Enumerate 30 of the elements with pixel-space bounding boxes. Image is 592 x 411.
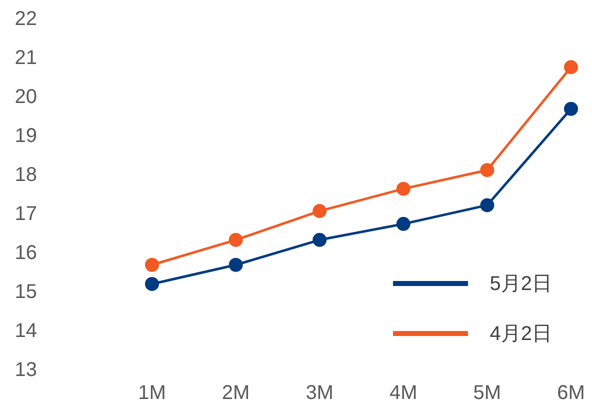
y-tick-label: 21 — [14, 47, 37, 70]
point — [396, 216, 410, 231]
y-tick-label: 20 — [14, 86, 37, 108]
y-tick-label: 22 — [14, 8, 37, 30]
x-tick-label: 5M — [473, 382, 502, 404]
x-tick-label: 2M — [222, 382, 250, 404]
point — [145, 258, 159, 272]
point — [564, 60, 578, 74]
y-tick-label: 16 — [14, 242, 37, 264]
point — [564, 102, 578, 116]
point — [145, 276, 159, 291]
point — [480, 163, 494, 178]
legend-label: 4月2日 — [490, 322, 552, 346]
point — [396, 182, 410, 196]
point — [228, 258, 243, 272]
point — [480, 198, 494, 212]
y-tick-label: 15 — [14, 281, 37, 304]
x-tick-label: 6M — [557, 382, 585, 404]
y-tick-label: 18 — [14, 164, 37, 186]
x-tick-label: 4M — [390, 382, 418, 404]
y-tick-label: 17 — [14, 203, 37, 226]
legend-label: 5月2日 — [490, 272, 552, 296]
x-tick-label: 1M — [138, 382, 166, 404]
point — [312, 204, 327, 218]
x-tick-label: 3M — [306, 382, 334, 404]
y-tick-label: 13 — [14, 359, 37, 382]
y-tick-label: 14 — [14, 320, 37, 342]
point — [312, 232, 327, 247]
point — [228, 232, 243, 247]
y-tick-label: 19 — [14, 125, 37, 148]
